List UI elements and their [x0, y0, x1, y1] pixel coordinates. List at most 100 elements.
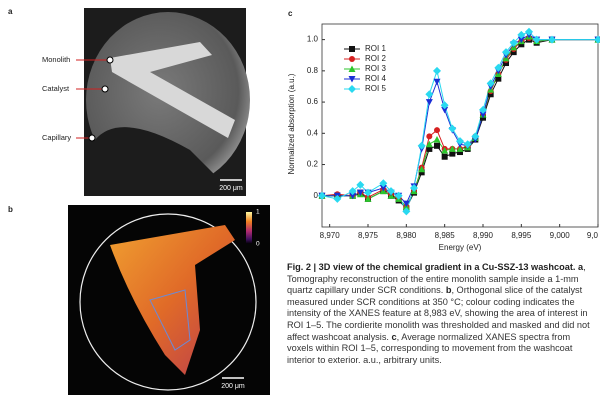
data-point: [494, 63, 503, 72]
caption-text: , Tomography reconstruction of the entir…: [287, 262, 586, 296]
data-point: [379, 184, 387, 192]
data-point: [318, 191, 326, 200]
region-label: Catalyst: [42, 84, 70, 93]
data-point: [349, 192, 357, 200]
x-tick-label: 8,985: [435, 231, 456, 240]
legend-marker: [348, 65, 356, 72]
data-point: [463, 140, 472, 149]
x-tick-label: 8,980: [396, 231, 417, 240]
y-tick-label: 0.6: [307, 97, 319, 106]
data-point: [433, 78, 441, 86]
data-point: [548, 35, 556, 44]
data-point: [441, 153, 448, 160]
legend-marker: [349, 46, 355, 52]
data-point: [410, 183, 418, 192]
scale-bar-label: 200 μm: [219, 185, 243, 192]
caption-text: b: [445, 285, 452, 296]
catalyst-shape: [110, 42, 235, 138]
legend-label: ROI 5: [365, 84, 386, 93]
x-tick-label: 8,990: [473, 231, 494, 240]
panel-letter: a: [8, 7, 13, 16]
heatmap-shape: [110, 225, 235, 375]
legend-marker: [348, 76, 356, 83]
data-point: [417, 141, 426, 150]
x-tick-label: 9,0: [587, 231, 599, 240]
data-point: [434, 142, 440, 149]
data-point: [433, 66, 441, 75]
marker-dot: [88, 134, 96, 142]
data-point: [440, 101, 449, 110]
colorbar: [246, 212, 252, 244]
y-tick-label: 0: [314, 191, 319, 200]
y-tick-label: 1.0: [307, 35, 319, 44]
data-point: [502, 48, 510, 57]
roi-outline: [149, 289, 191, 351]
data-point: [425, 140, 433, 148]
series-line: [322, 35, 598, 208]
data-point: [441, 106, 449, 114]
data-point: [532, 35, 541, 44]
legend-label: ROI 4: [365, 74, 386, 83]
data-point: [425, 90, 434, 99]
caption: Fig. 2 | 3D view of the chemical gradien…: [287, 262, 597, 366]
data-point: [517, 30, 526, 39]
x-tick-label: 8,995: [511, 231, 532, 240]
data-point: [495, 75, 502, 82]
data-point: [448, 124, 457, 133]
data-point: [449, 150, 456, 157]
capillary-outline: [79, 213, 257, 391]
data-point: [471, 132, 480, 141]
legend-label: ROI 1: [365, 44, 386, 53]
marker-dot: [106, 56, 114, 64]
data-point: [434, 127, 440, 134]
data-point: [456, 145, 464, 152]
y-tick-label: 0.2: [307, 160, 319, 169]
legend-marker: [348, 85, 356, 93]
caption-text: Fig. 2 | 3D view of the chemical gradien…: [287, 262, 584, 272]
data-point: [394, 191, 403, 200]
data-point: [479, 105, 487, 114]
void: [95, 127, 230, 190]
panel-letter: b: [8, 205, 13, 214]
x-tick-label: 8,970: [320, 231, 341, 240]
data-point: [525, 27, 533, 36]
data-point: [364, 188, 372, 197]
colorbar-tick-label: 0: [256, 241, 260, 248]
legend-marker: [349, 56, 355, 62]
data-point: [379, 179, 388, 188]
region-label: Monolith: [42, 55, 70, 64]
colorbar-ticks: 10: [256, 209, 260, 248]
data-point: [433, 136, 441, 143]
data-point: [517, 36, 525, 44]
data-point: [486, 79, 495, 88]
data-point: [425, 99, 433, 106]
data-point: [441, 146, 449, 154]
data-point: [356, 189, 364, 197]
series-line: [321, 37, 598, 208]
data-point: [348, 187, 357, 196]
data-point: [356, 180, 365, 189]
legend-label: ROI 3: [365, 64, 386, 73]
plot: 8,970 8,975 8,980 8,985 8,990 8,995 9,000 9,0 0 0…: [307, 23, 600, 240]
scale-bar-label: 200 μm: [221, 383, 245, 390]
series-line: [322, 34, 598, 205]
data-point: [402, 207, 411, 216]
plot-frame: [321, 23, 599, 228]
data-point: [333, 194, 342, 203]
series-line: [321, 31, 598, 213]
panel-letter: c: [288, 9, 293, 18]
data-point: [456, 137, 464, 146]
marker-dot: [101, 85, 109, 93]
data-point: [364, 195, 372, 202]
x-tick-label: 8,975: [358, 231, 379, 240]
data-point: [448, 145, 456, 152]
data-point: [418, 165, 426, 173]
data-point: [594, 35, 600, 44]
y-axis-label: Normalized absorption (a.u.): [287, 73, 296, 174]
legend-label: ROI 2: [365, 54, 386, 63]
data-point: [479, 111, 487, 119]
x-tick-label: 9,000: [550, 231, 571, 240]
caption-text: , Orthogonal slice of the catalyst measu…: [287, 285, 590, 342]
